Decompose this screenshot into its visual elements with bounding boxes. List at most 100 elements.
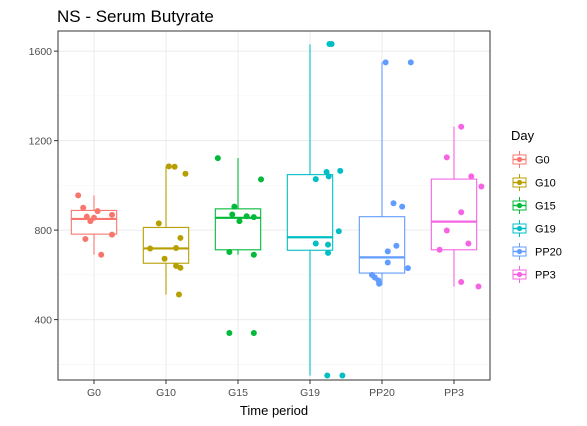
- x-tick-label: G15: [228, 387, 248, 399]
- data-point: [404, 265, 411, 272]
- data-point: [231, 203, 238, 210]
- data-point: [80, 204, 87, 211]
- data-point: [339, 372, 346, 379]
- data-point: [390, 200, 397, 207]
- data-point: [173, 245, 180, 252]
- data-point: [98, 251, 105, 258]
- legend-label: PP20: [535, 247, 562, 259]
- data-point: [407, 59, 414, 66]
- data-point: [384, 259, 391, 266]
- legend-item-g19: G19: [512, 220, 556, 237]
- data-point: [458, 123, 465, 130]
- box-pp3: [430, 126, 478, 287]
- y-tick-label: 1600: [29, 46, 53, 58]
- data-point: [226, 249, 233, 256]
- x-axis: G0 G10 G15 G19 PP20 PP3: [87, 380, 464, 399]
- box-iqr: [430, 178, 478, 251]
- data-point: [436, 246, 443, 253]
- data-point: [214, 155, 221, 162]
- data-point: [177, 264, 184, 271]
- plot-border: [57, 30, 491, 381]
- data-point: [337, 167, 344, 174]
- data-point: [258, 176, 265, 183]
- legend-key-point: [516, 179, 523, 186]
- data-point: [147, 245, 154, 252]
- legend-item-g0: G0: [512, 151, 550, 168]
- data-point: [171, 163, 178, 170]
- data-point: [468, 173, 475, 180]
- data-point: [243, 213, 250, 220]
- data-point: [109, 231, 115, 238]
- x-tick-label: PP20: [369, 387, 395, 399]
- data-point: [83, 213, 90, 220]
- data-point: [328, 40, 335, 47]
- legend-label: G19: [535, 224, 556, 236]
- box-iqr: [286, 174, 334, 251]
- data-point: [458, 209, 465, 216]
- x-tick-label: PP3: [444, 387, 464, 399]
- legend-key-point: [516, 225, 523, 232]
- data-point: [475, 283, 482, 290]
- box-iqr: [70, 209, 118, 235]
- data-point: [384, 248, 391, 255]
- box-g19: [286, 44, 334, 376]
- legend: Day G0 G10 G15 G19 PP20 PP3: [511, 128, 562, 283]
- data-point: [236, 218, 243, 225]
- data-point: [393, 242, 400, 249]
- data-point: [323, 168, 330, 175]
- data-point: [82, 236, 89, 243]
- y-tick-label: 400: [34, 314, 52, 326]
- data-point: [94, 208, 101, 215]
- data-point: [443, 154, 450, 161]
- point-group: [75, 40, 485, 379]
- legend-item-g10: G10: [512, 174, 556, 191]
- data-point: [324, 372, 331, 379]
- data-point: [325, 249, 331, 256]
- legend-title: Day: [511, 128, 535, 143]
- data-point: [175, 291, 182, 298]
- data-point: [161, 255, 168, 262]
- data-point: [382, 59, 389, 66]
- y-tick-label: 1200: [29, 135, 53, 147]
- data-point: [155, 220, 162, 227]
- data-point: [182, 170, 189, 177]
- legend-label: G10: [535, 178, 556, 190]
- legend-key-point: [516, 156, 523, 163]
- legend-item-pp3: PP3: [512, 266, 556, 283]
- data-point: [229, 211, 236, 218]
- legend-label: PP3: [535, 270, 556, 282]
- box-g0: [70, 195, 118, 255]
- data-point: [250, 251, 257, 258]
- data-point: [87, 218, 94, 225]
- data-point: [465, 240, 472, 247]
- data-point: [325, 173, 332, 180]
- plot-panel: [58, 31, 490, 380]
- legend-key-point: [516, 248, 523, 255]
- x-tick-label: G0: [87, 387, 101, 399]
- x-tick-label: G19: [300, 387, 320, 399]
- legend-key-point: [516, 202, 523, 209]
- data-point: [399, 203, 406, 210]
- data-point: [312, 240, 319, 247]
- data-point: [458, 279, 465, 286]
- data-point: [109, 211, 115, 218]
- x-tick-label: G10: [156, 387, 176, 399]
- data-point: [312, 176, 319, 183]
- data-point: [226, 330, 233, 337]
- legend-label: G0: [535, 155, 550, 167]
- legend-item-g15: G15: [512, 197, 556, 214]
- data-point: [443, 227, 450, 234]
- legend-label: G15: [535, 201, 556, 213]
- chart-title: NS - Serum Butyrate: [57, 7, 214, 26]
- legend-item-pp20: PP20: [512, 243, 562, 260]
- data-point: [478, 183, 485, 190]
- data-point: [177, 234, 184, 241]
- y-tick-label: 800: [34, 225, 52, 237]
- data-point: [376, 280, 383, 287]
- data-point: [250, 330, 257, 337]
- legend-key-point: [516, 271, 523, 278]
- data-point: [75, 192, 82, 199]
- data-point: [250, 214, 257, 221]
- data-point: [165, 163, 172, 170]
